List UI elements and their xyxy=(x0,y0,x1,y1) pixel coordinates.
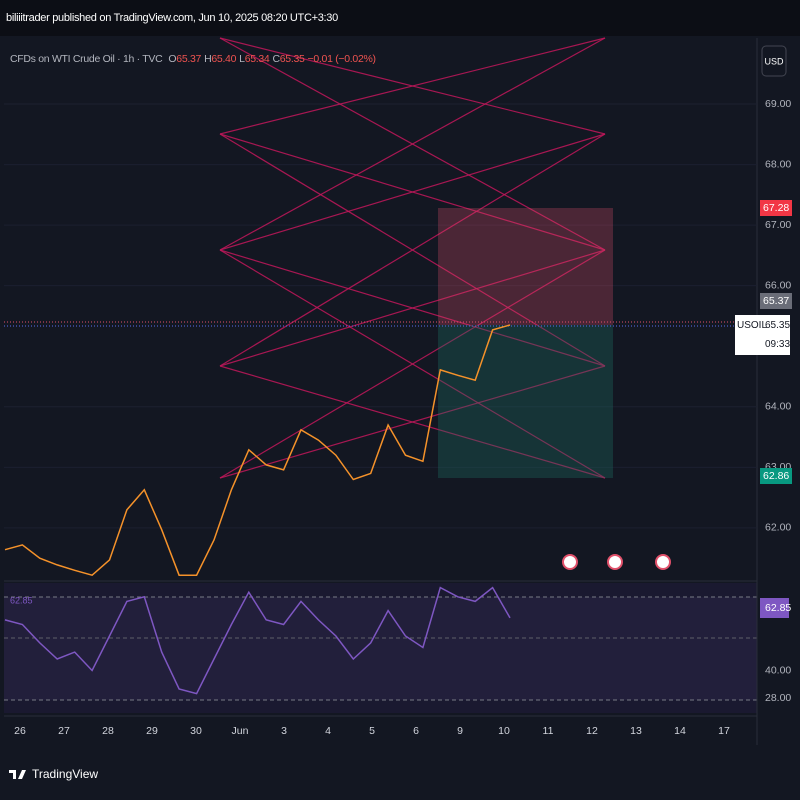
top-bar xyxy=(0,0,800,36)
x-tick-label: 12 xyxy=(586,725,598,737)
ohlc-key: L xyxy=(239,53,245,65)
x-tick-label: 3 xyxy=(281,725,287,737)
x-tick-label: 17 xyxy=(718,725,730,737)
currency-label[interactable]: USD xyxy=(764,56,784,66)
x-tick-label: 14 xyxy=(674,725,686,737)
y-tick-label: 69.00 xyxy=(765,98,791,110)
ohlc-value: 65.40 xyxy=(211,53,237,65)
x-tick-label: 6 xyxy=(413,725,419,737)
y-tick-label: 66.00 xyxy=(765,279,791,291)
x-tick-label: Jun xyxy=(232,725,249,737)
currency-button[interactable] xyxy=(761,45,787,77)
event-flags xyxy=(562,554,671,570)
rsi-legend: 62.85 xyxy=(10,595,33,605)
rsi-band xyxy=(4,597,757,700)
series-line xyxy=(4,586,511,695)
logo xyxy=(9,770,26,779)
ohlc-value: 65.34 xyxy=(244,53,270,65)
x-tick-label: 10 xyxy=(498,725,510,737)
brand: TradingView xyxy=(32,767,99,781)
x-tick-label: 13 xyxy=(630,725,642,737)
x-tick-label: 4 xyxy=(325,725,331,737)
event-flag xyxy=(655,554,671,570)
pattern-line xyxy=(219,133,606,367)
x-tick-label: 29 xyxy=(146,725,158,737)
pattern-line xyxy=(219,365,606,479)
price-pane xyxy=(4,38,757,580)
pattern-line xyxy=(219,37,606,251)
y-tick-label: 40.00 xyxy=(765,664,791,676)
stop-price: 67.28 xyxy=(760,200,793,216)
symbol: CFDs on WTI Crude Oil · 1h · TVC xyxy=(10,53,163,65)
series-line xyxy=(4,324,511,577)
x-tick-label: 28 xyxy=(102,725,114,737)
x-tick-label: 30 xyxy=(190,725,202,737)
publish-header: biliiitrader published on TradingView.co… xyxy=(6,12,338,24)
x-tick-label: 11 xyxy=(543,725,554,737)
pattern-line xyxy=(219,37,606,135)
pattern-line xyxy=(219,249,606,367)
legend: CFDs on WTI Crude Oil · 1h · TVC O 65.37 H… xyxy=(10,53,376,65)
ohlc-key: H xyxy=(204,53,212,65)
footer: TradingView xyxy=(8,767,98,781)
x-tick-label: 26 xyxy=(14,725,26,737)
y-tick-label: 28.00 xyxy=(765,692,791,704)
change: −0.01 (−0.02%) xyxy=(307,53,376,65)
target-price: 62.86 xyxy=(760,468,793,484)
ohlc-key: C xyxy=(272,53,280,65)
target-zone xyxy=(438,325,613,478)
event-flag xyxy=(607,554,623,570)
stop-zone xyxy=(438,208,613,325)
x-tick-label: 5 xyxy=(369,725,375,737)
y-tick-label: 67.00 xyxy=(765,219,791,231)
ohlc: O 65.37 H 65.40 L 65.34 C 65.35 xyxy=(165,53,304,65)
x-tick-label: 9 xyxy=(457,725,463,737)
x-tick-label: 27 xyxy=(58,725,70,737)
y-tick-label: 64.00 xyxy=(765,401,791,413)
symbol-tag: USOIL xyxy=(737,320,768,331)
last-price: 65.37 xyxy=(760,293,793,309)
current-price: 65.35 xyxy=(765,320,791,331)
event-flag xyxy=(562,554,578,570)
rsi-value: 62.85 xyxy=(765,602,791,614)
pattern-line xyxy=(219,133,606,251)
ohlc-key: O xyxy=(168,53,177,65)
countdown: 09:33 xyxy=(765,339,791,350)
pattern-line xyxy=(219,249,606,479)
y-tick-label: 68.00 xyxy=(765,158,791,170)
symbol-box: USOIL 65.35 09:33 xyxy=(735,315,790,355)
y-tick-label: 62.00 xyxy=(765,522,791,534)
rsi-value-pill xyxy=(760,598,789,618)
ohlc-value: 65.35 xyxy=(279,53,305,65)
ohlc-value: 65.37 xyxy=(176,53,202,65)
